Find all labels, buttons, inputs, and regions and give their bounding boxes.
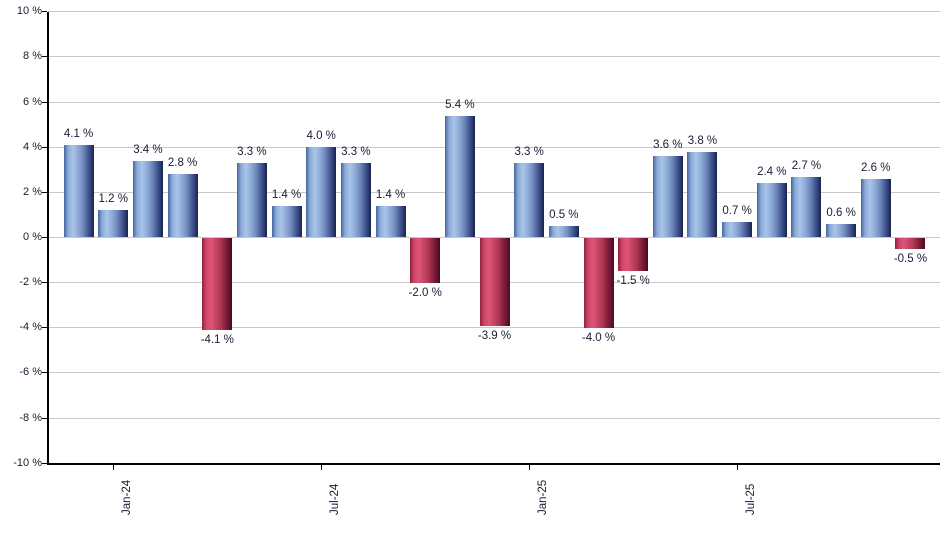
x-tick-Jul-25 — [736, 464, 738, 470]
x-tick-Jan-25 — [528, 464, 530, 470]
gridline-y-6 — [48, 101, 940, 103]
gridline-y--4 — [48, 327, 940, 329]
gridline-y--6 — [48, 372, 940, 374]
y-tick-label: 6 % — [23, 95, 42, 108]
bar-positive-13 — [514, 163, 545, 238]
bar-positive-5 — [236, 163, 267, 238]
bar-positive-0 — [63, 144, 94, 238]
y-tick--8 — [42, 417, 47, 419]
bar-positive-1 — [98, 210, 129, 238]
bar-negative-4 — [202, 237, 233, 331]
x-tick-label: Jan-25 — [537, 479, 550, 515]
bar-positive-21 — [791, 176, 822, 238]
bar-positive-8 — [340, 163, 371, 238]
x-tick-Jul-24 — [320, 464, 322, 470]
bar-value-label-22: 0.6 % — [826, 206, 856, 219]
bar-value-label-19: 0.7 % — [722, 204, 752, 217]
y-tick-label: -4 % — [19, 321, 42, 334]
bar-value-label-3: 2.8 % — [167, 157, 198, 170]
bar-negative-12 — [479, 237, 510, 326]
bar-value-label-4: -4.1 % — [200, 334, 234, 347]
bar-positive-9 — [375, 205, 406, 238]
bar-value-label-15: -4.0 % — [581, 331, 616, 344]
y-tick--4 — [42, 327, 47, 329]
y-tick-label: -6 % — [19, 366, 42, 379]
bar-value-label-16: -1.5 % — [616, 275, 650, 288]
bar-value-label-8: 3.3 % — [341, 146, 371, 158]
bar-value-label-12: -3.9 % — [477, 329, 512, 342]
bar-value-label-1: 1.2 % — [98, 193, 128, 206]
x-tick-label: Jul-25 — [745, 483, 758, 515]
y-tick-2 — [42, 191, 47, 193]
bar-positive-17 — [652, 156, 683, 238]
gridline-y--8 — [48, 417, 940, 419]
bar-value-label-17: 3.6 % — [653, 139, 683, 152]
gridline-y-4 — [48, 146, 940, 148]
y-tick-label: 2 % — [23, 185, 42, 198]
y-tick-label: -2 % — [19, 276, 42, 289]
bar-positive-23 — [860, 178, 891, 238]
bar-positive-3 — [167, 174, 198, 238]
y-tick-8 — [42, 56, 47, 58]
bar-value-label-23: 2.6 % — [861, 161, 891, 174]
bar-positive-2 — [132, 160, 163, 238]
y-tick-label: -10 % — [13, 456, 42, 469]
bar-value-label-6: 1.4 % — [271, 188, 302, 201]
bar-value-label-18: 3.8 % — [687, 134, 718, 147]
bar-value-label-7: 4.0 % — [306, 130, 336, 143]
y-tick-label: 4 % — [23, 140, 42, 153]
x-tick-label: Jan-24 — [121, 479, 134, 515]
bar-value-label-24: -0.5 % — [893, 252, 928, 265]
y-axis-line — [47, 12, 49, 465]
y-tick-label: -8 % — [19, 411, 42, 424]
bar-positive-18 — [687, 151, 718, 238]
y-tick-label: 0 % — [23, 231, 42, 243]
y-tick-6 — [42, 101, 47, 103]
y-tick-label: 10 % — [16, 5, 42, 18]
y-tick--10 — [42, 462, 47, 464]
x-tick-label: Jul-24 — [329, 483, 342, 515]
y-tick-label: 8 % — [23, 50, 42, 63]
y-tick--6 — [42, 372, 47, 374]
gridline-y-2 — [48, 191, 940, 193]
bar-positive-22 — [826, 223, 857, 238]
bar-value-label-14: 0.5 % — [549, 209, 579, 222]
bar-positive-6 — [271, 205, 302, 238]
y-tick-10 — [42, 11, 47, 13]
bar-negative-15 — [583, 237, 614, 328]
x-axis-line — [47, 463, 940, 465]
bar-value-label-11: 5.4 % — [445, 98, 475, 111]
bar-positive-7 — [306, 147, 337, 238]
bar-value-label-9: 1.4 % — [375, 188, 406, 201]
bar-negative-24 — [895, 237, 926, 249]
y-tick-4 — [42, 146, 47, 148]
bar-value-label-0: 4.1 % — [63, 127, 94, 140]
x-tick-Jan-24 — [112, 464, 114, 470]
y-tick--2 — [42, 282, 47, 284]
bar-value-label-5: 3.3 % — [237, 146, 267, 158]
bar-positive-20 — [756, 183, 787, 238]
gridline-y-8 — [48, 56, 940, 58]
bar-negative-10 — [410, 237, 441, 283]
gridline-y-10 — [48, 11, 940, 13]
bar-positive-11 — [444, 115, 475, 238]
bar-value-label-10: -2.0 % — [408, 286, 442, 299]
bar-positive-14 — [548, 226, 579, 238]
bar-value-label-13: 3.3 % — [514, 146, 544, 158]
bar-value-label-20: 2.4 % — [757, 166, 787, 179]
bar-positive-19 — [722, 221, 753, 238]
y-tick-0 — [42, 237, 47, 238]
bar-value-label-21: 2.7 % — [791, 159, 822, 172]
bar-value-label-2: 3.4 % — [133, 143, 163, 156]
bar-negative-16 — [618, 237, 649, 272]
